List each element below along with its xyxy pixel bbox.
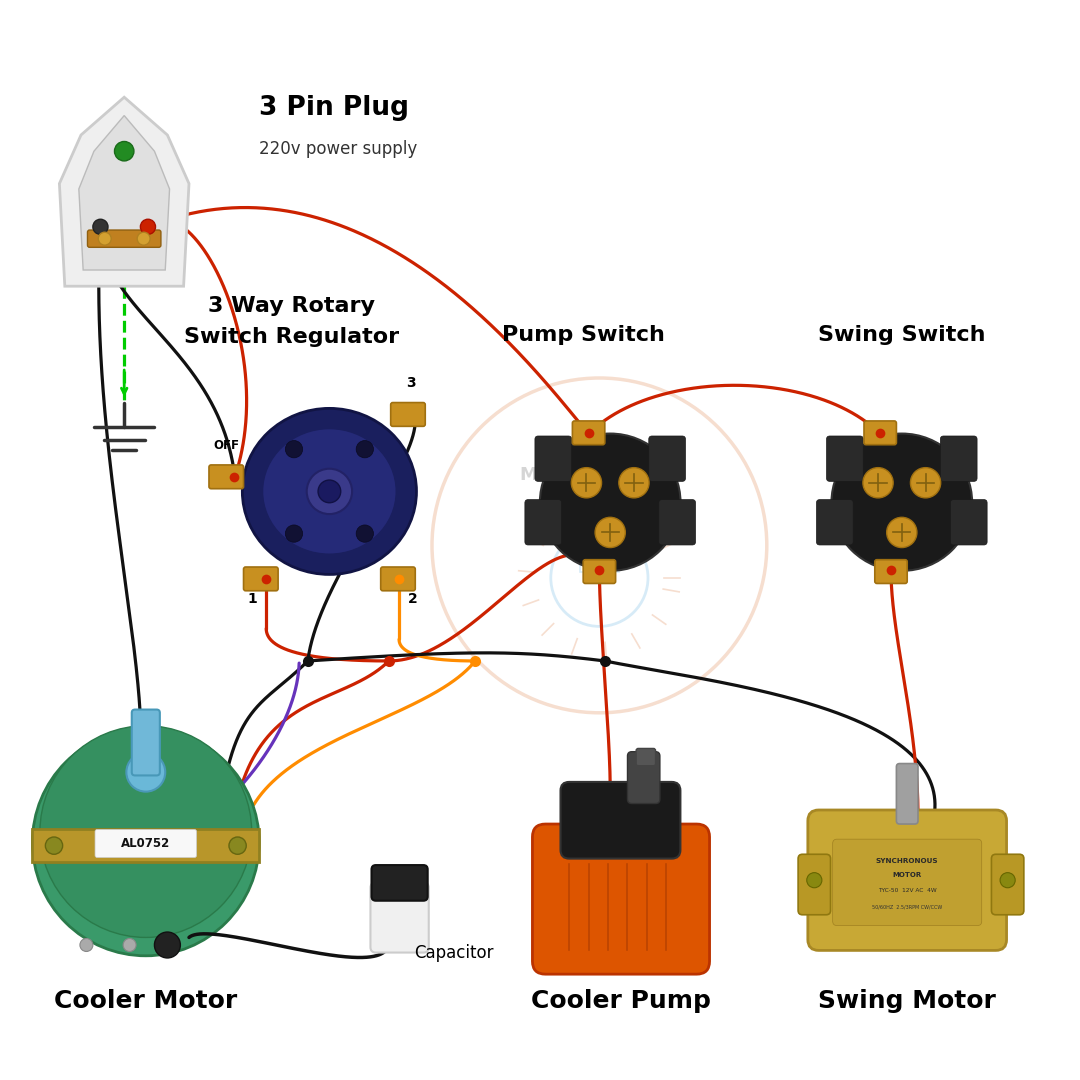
FancyBboxPatch shape xyxy=(875,559,907,583)
Circle shape xyxy=(98,232,111,245)
FancyBboxPatch shape xyxy=(132,710,160,775)
FancyBboxPatch shape xyxy=(896,764,918,824)
Text: Cooler Pump: Cooler Pump xyxy=(531,989,711,1013)
Text: MOTOR: MOTOR xyxy=(892,872,922,878)
FancyBboxPatch shape xyxy=(864,421,896,445)
Text: Swing Motor: Swing Motor xyxy=(819,989,996,1013)
Circle shape xyxy=(123,939,136,951)
Ellipse shape xyxy=(262,429,396,554)
Circle shape xyxy=(356,441,374,458)
Circle shape xyxy=(307,469,352,514)
Circle shape xyxy=(229,837,246,854)
Text: 50/60HZ  2.5/3RPM CW/CCW: 50/60HZ 2.5/3RPM CW/CCW xyxy=(872,905,943,909)
FancyBboxPatch shape xyxy=(210,464,244,488)
Text: Cooler Motor: Cooler Motor xyxy=(54,989,238,1013)
Circle shape xyxy=(126,753,165,792)
Circle shape xyxy=(154,932,180,958)
Circle shape xyxy=(285,441,302,458)
FancyBboxPatch shape xyxy=(572,421,605,445)
Circle shape xyxy=(910,468,941,498)
FancyBboxPatch shape xyxy=(816,500,853,545)
Text: Pump Switch: Pump Switch xyxy=(502,325,664,345)
FancyBboxPatch shape xyxy=(659,500,696,545)
Circle shape xyxy=(114,141,134,161)
FancyBboxPatch shape xyxy=(941,436,977,482)
Text: Capacitor: Capacitor xyxy=(414,944,494,961)
FancyBboxPatch shape xyxy=(991,854,1024,915)
FancyBboxPatch shape xyxy=(243,567,278,591)
Circle shape xyxy=(571,468,602,498)
Text: 3 Way Rotary: 3 Way Rotary xyxy=(208,296,375,315)
Text: Swing Switch: Swing Switch xyxy=(818,325,986,345)
Text: AL0752: AL0752 xyxy=(121,837,171,850)
Polygon shape xyxy=(59,97,189,286)
Circle shape xyxy=(80,939,93,951)
Circle shape xyxy=(285,525,302,542)
FancyBboxPatch shape xyxy=(850,463,954,541)
FancyBboxPatch shape xyxy=(532,824,710,974)
Text: MB ELECTRICAL: MB ELECTRICAL xyxy=(521,467,678,484)
FancyBboxPatch shape xyxy=(391,403,426,427)
Circle shape xyxy=(45,837,63,854)
Circle shape xyxy=(166,939,179,951)
FancyBboxPatch shape xyxy=(826,436,863,482)
FancyBboxPatch shape xyxy=(372,865,428,901)
FancyBboxPatch shape xyxy=(798,854,831,915)
FancyBboxPatch shape xyxy=(833,839,982,926)
FancyBboxPatch shape xyxy=(32,829,259,862)
Circle shape xyxy=(863,468,893,498)
Text: 1: 1 xyxy=(247,592,257,606)
Circle shape xyxy=(595,517,625,548)
FancyBboxPatch shape xyxy=(535,436,571,482)
Text: SYNCHRONOUS: SYNCHRONOUS xyxy=(876,858,939,864)
Circle shape xyxy=(807,873,822,888)
FancyBboxPatch shape xyxy=(87,230,161,247)
Text: 220v power supply: 220v power supply xyxy=(259,140,418,158)
Text: OFF: OFF xyxy=(213,438,240,451)
Polygon shape xyxy=(79,116,170,270)
Text: 2: 2 xyxy=(408,592,418,606)
Ellipse shape xyxy=(242,408,417,575)
FancyBboxPatch shape xyxy=(636,748,656,766)
Text: Electrical services: Electrical services xyxy=(546,494,652,507)
FancyBboxPatch shape xyxy=(627,752,660,804)
Ellipse shape xyxy=(832,433,972,571)
Circle shape xyxy=(887,517,917,548)
Circle shape xyxy=(319,480,341,503)
Text: 3: 3 xyxy=(406,377,416,391)
Circle shape xyxy=(356,525,374,542)
FancyBboxPatch shape xyxy=(370,882,429,953)
FancyBboxPatch shape xyxy=(950,500,987,545)
FancyBboxPatch shape xyxy=(95,829,197,858)
Circle shape xyxy=(1000,873,1015,888)
FancyBboxPatch shape xyxy=(380,567,415,591)
Ellipse shape xyxy=(540,433,680,571)
Circle shape xyxy=(619,468,649,498)
FancyBboxPatch shape xyxy=(561,782,680,859)
Text: Switch Regulator: Switch Regulator xyxy=(184,327,400,347)
Circle shape xyxy=(137,232,150,245)
FancyBboxPatch shape xyxy=(558,463,662,541)
FancyBboxPatch shape xyxy=(649,436,686,482)
Text: TYC-50  12V AC  4W: TYC-50 12V AC 4W xyxy=(878,889,936,893)
Circle shape xyxy=(93,219,108,234)
Circle shape xyxy=(140,219,156,234)
Text: 3 Pin Plug: 3 Pin Plug xyxy=(259,95,409,121)
FancyBboxPatch shape xyxy=(583,559,616,583)
Circle shape xyxy=(32,729,259,956)
FancyBboxPatch shape xyxy=(808,810,1007,950)
Circle shape xyxy=(40,726,252,937)
FancyBboxPatch shape xyxy=(525,500,562,545)
